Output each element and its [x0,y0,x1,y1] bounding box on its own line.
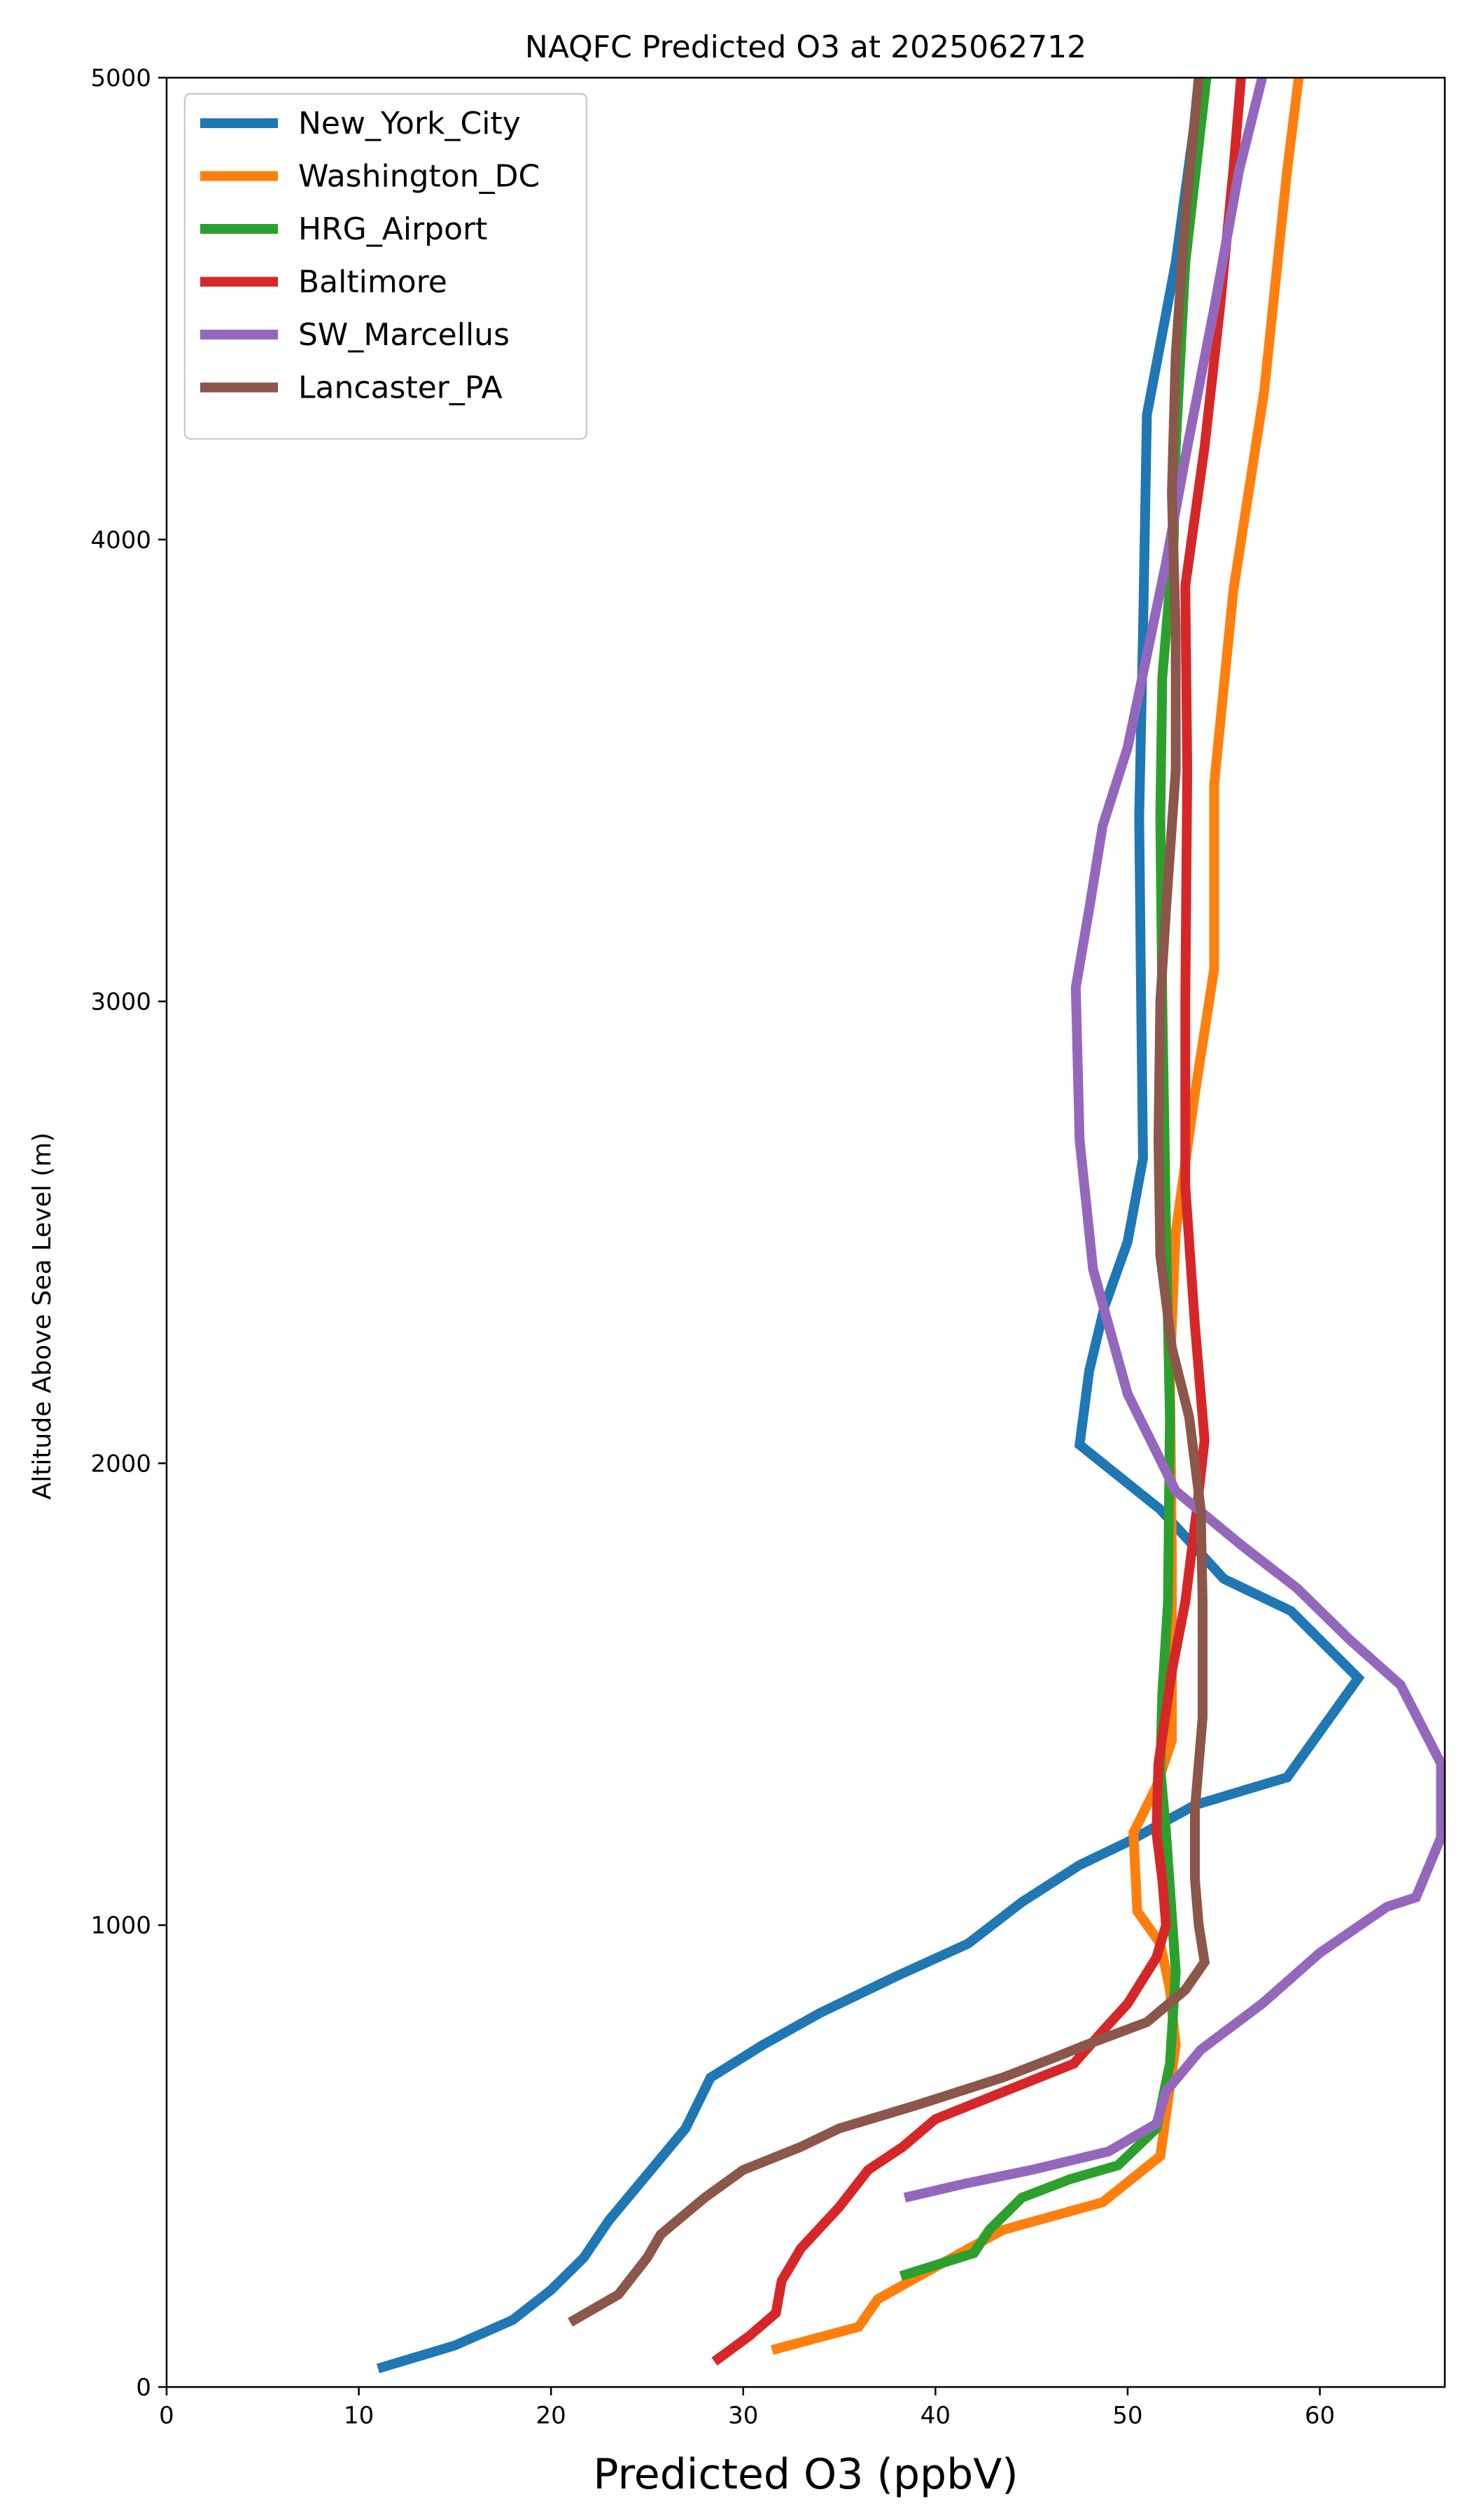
x-tick-label: 10 [344,2402,374,2430]
x-axis-label: Predicted O3 (ppbV) [593,2450,1018,2499]
series-line-washington-dc [771,77,1304,2355]
y-tick-label: 1000 [90,1912,151,1940]
chart-title: NAQFC Predicted O3 at 2025062712 [525,29,1086,65]
y-tick-label: 5000 [90,64,151,92]
legend-label: SW_Marcellus [298,317,510,353]
y-axis-label: Altitude Above Sea Level (m) [28,1133,57,1500]
axis-ticks: 0 10 20 30 40 50 60 0 1000 2000 3000 4000 5000 [90,64,1335,2430]
series-line-lancaster-pa [568,77,1210,2327]
legend: New_York_City Washington_DC HRG_Airport Bal… [183,92,588,440]
y-tick-label: 2000 [90,1450,151,1478]
x-tick-label: 40 [920,2402,951,2430]
series-line-sw-marcellus [903,76,1446,2203]
y-tick-label: 4000 [90,526,151,554]
x-tick-label: 30 [728,2402,758,2430]
legend-label: Lancaster_PA [298,370,503,406]
legend-label: HRG_Airport [298,211,487,247]
legend-label: New_York_City [298,106,521,141]
plot-area [376,76,1446,2374]
series-line-baltimore [711,77,1246,2366]
x-tick-label: 60 [1305,2402,1335,2430]
x-tick-label: 20 [536,2402,566,2430]
plot-frame [165,76,1446,2388]
y-tick-label: 0 [136,2374,151,2402]
legend-box [183,92,588,440]
legend-label: Washington_DC [298,159,540,195]
legend-label: Baltimore [298,265,447,300]
x-tick-label: 0 [159,2402,174,2430]
y-tick-label: 3000 [90,988,151,1016]
x-tick-label: 50 [1112,2402,1142,2430]
